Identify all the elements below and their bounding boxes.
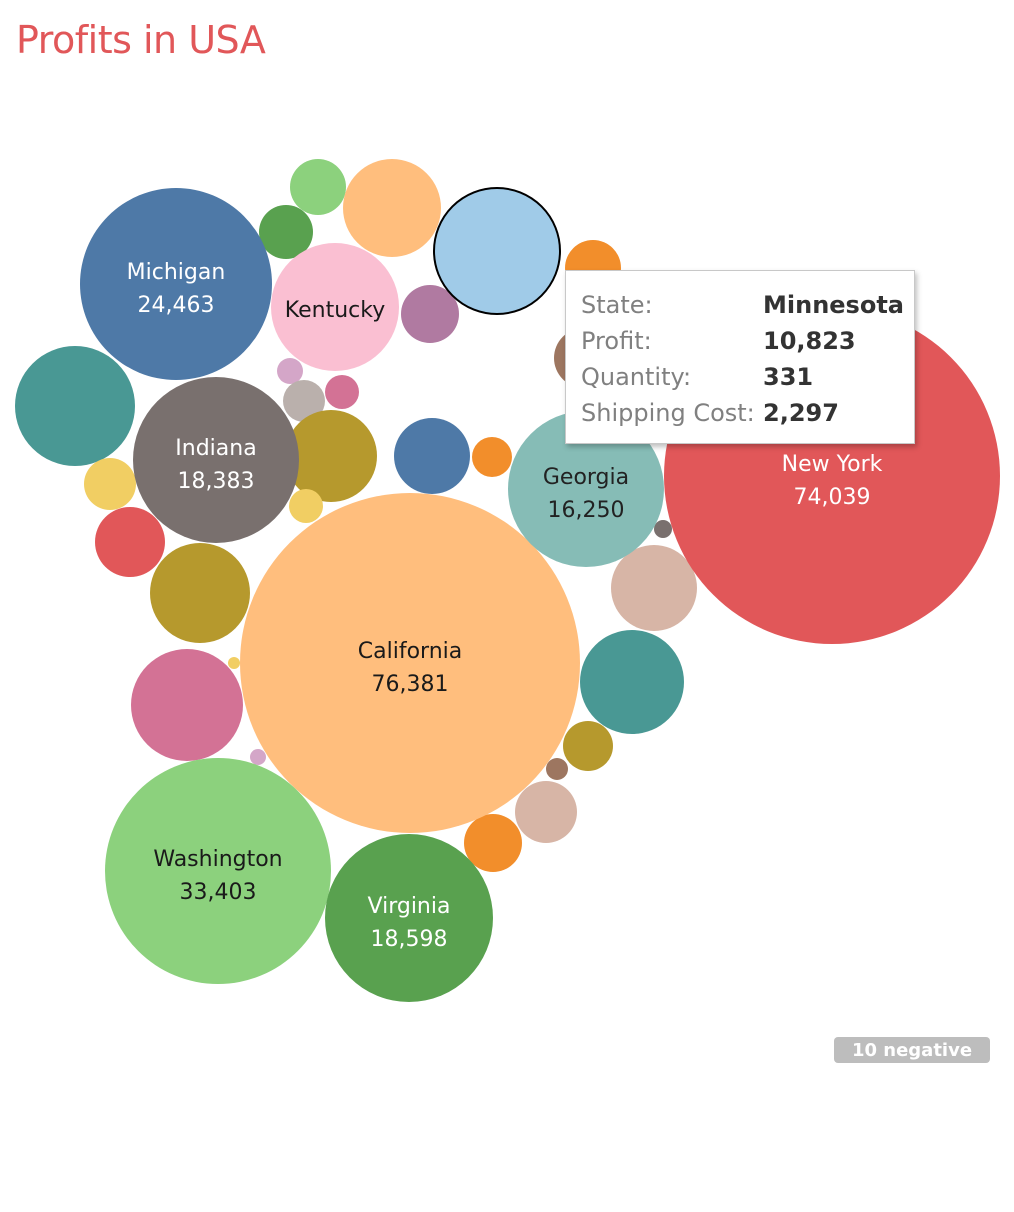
bubble[interactable] (289, 489, 323, 523)
bubble[interactable] (325, 375, 359, 409)
bubble-virginia[interactable] (325, 834, 493, 1002)
bubble[interactable] (611, 545, 697, 631)
tooltip-label: Shipping Cost: (581, 399, 755, 427)
bubble-michigan[interactable] (80, 188, 272, 380)
bubble[interactable] (95, 507, 165, 577)
bubble-label: Georgia (543, 465, 629, 490)
bubble[interactable] (259, 205, 313, 259)
bubble-california[interactable] (240, 493, 580, 833)
chart-title: Profits in USA (16, 18, 266, 62)
bubble-label: Kentucky (285, 298, 385, 323)
tooltip-value: 2,297 (763, 399, 839, 427)
bubble-value: 18,598 (371, 927, 448, 952)
bubble[interactable] (464, 814, 522, 872)
bubble-value: 18,383 (178, 469, 255, 494)
tooltip-row-state: State: Minnesota (581, 287, 914, 323)
bubble[interactable] (654, 520, 672, 538)
bubble[interactable] (472, 437, 512, 477)
tooltip-label: State: (581, 291, 653, 319)
bubble-kentucky[interactable] (271, 243, 399, 371)
tooltip-row-profit: Profit: 10,823 (581, 323, 914, 359)
bubble[interactable] (290, 159, 346, 215)
tooltip-row-shipping-cost: Shipping Cost: 2,297 (581, 395, 914, 431)
bubble[interactable] (546, 758, 568, 780)
bubble[interactable] (131, 649, 243, 761)
bubble[interactable] (150, 543, 250, 643)
bubble[interactable] (15, 346, 135, 466)
bubble-label: Virginia (368, 894, 451, 919)
bubble-highlighted[interactable] (433, 187, 561, 315)
bubble-indiana[interactable] (133, 377, 299, 543)
tooltip-label: Quantity: (581, 363, 692, 391)
bubble-label: New York (782, 452, 883, 477)
bubble[interactable] (84, 458, 136, 510)
tooltip-value: Minnesota (763, 291, 904, 319)
bubble[interactable] (277, 358, 303, 384)
tooltip-row-quantity: Quantity: 331 (581, 359, 914, 395)
bubble[interactable] (394, 418, 470, 494)
bubble[interactable] (283, 380, 325, 422)
bubble-label: Washington (153, 847, 282, 872)
bubble[interactable] (580, 630, 684, 734)
bubble-label: California (358, 639, 462, 664)
bubble[interactable] (515, 781, 577, 843)
negative-count-badge[interactable]: 10 negative (834, 1037, 990, 1063)
bubble-value: 74,039 (794, 485, 871, 510)
bubble-value: 76,381 (372, 672, 449, 697)
bubble[interactable] (250, 749, 266, 765)
tooltip-label: Profit: (581, 327, 652, 355)
tooltip: State: Minnesota Profit: 10,823 Quantity… (565, 270, 915, 444)
bubble[interactable] (563, 721, 613, 771)
bubble-label: Michigan (127, 260, 226, 285)
bubble[interactable] (401, 285, 459, 343)
bubble[interactable] (228, 657, 240, 669)
bubble-value: 24,463 (138, 293, 215, 318)
bubble[interactable] (285, 410, 377, 502)
bubble[interactable] (343, 159, 441, 257)
bubble-georgia[interactable] (508, 411, 664, 567)
tooltip-value: 331 (763, 363, 814, 391)
tooltip-value: 10,823 (763, 327, 856, 355)
bubble-value: 16,250 (548, 498, 625, 523)
bubble-value: 33,403 (180, 880, 257, 905)
bubble-label: Indiana (175, 436, 256, 461)
bubble-washington[interactable] (105, 758, 331, 984)
